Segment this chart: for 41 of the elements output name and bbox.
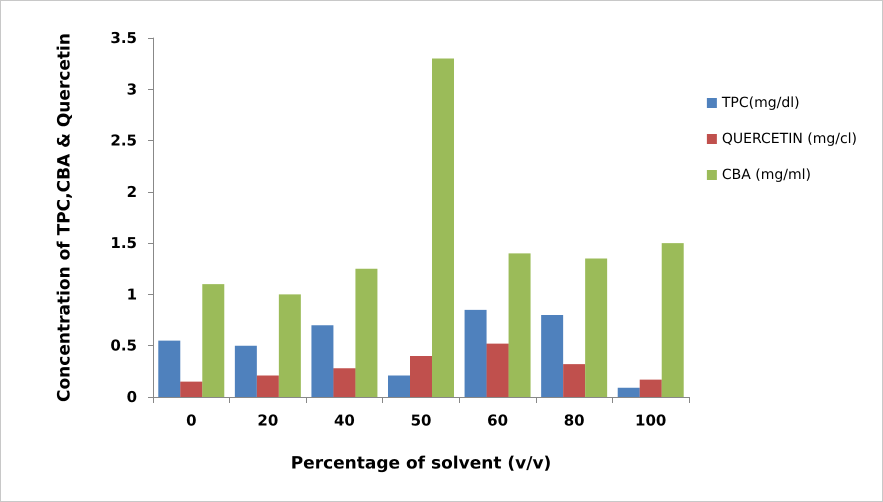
- x-tick-label: 20: [257, 412, 278, 430]
- bar: [640, 380, 662, 397]
- bar: [388, 375, 410, 397]
- bar: [508, 253, 531, 397]
- y-tick-label: 0.5: [110, 336, 137, 355]
- y-tick-label: 1.5: [110, 234, 137, 252]
- bar: [541, 314, 564, 397]
- bar: [585, 258, 608, 397]
- bar: [202, 284, 224, 397]
- bar: [333, 368, 356, 397]
- legend-label: TPC(mg/dl): [720, 95, 800, 111]
- y-axis-title: Concentration of TPC,CBA & Quercetin: [54, 33, 74, 402]
- bar: [432, 58, 454, 397]
- bar: [486, 344, 509, 397]
- bar: [410, 356, 432, 397]
- bar: [662, 243, 684, 397]
- x-tick-label: 50: [410, 412, 432, 430]
- bar: [278, 294, 301, 397]
- bar: [234, 346, 257, 397]
- y-tick-label: 1: [126, 285, 137, 304]
- y-tick-label: 2.5: [110, 132, 137, 150]
- bar: [180, 382, 202, 397]
- x-tick-label: 40: [334, 412, 355, 430]
- y-tick-label: 3.5: [110, 29, 137, 47]
- y-tick-label: 0: [126, 388, 137, 406]
- y-tick-label: 2: [126, 182, 137, 201]
- bar: [256, 375, 279, 397]
- bar: [563, 364, 586, 397]
- y-tick-label: 3: [126, 80, 137, 98]
- bar: [464, 310, 487, 397]
- bar: [311, 325, 334, 397]
- bar: [158, 340, 180, 397]
- bar: [355, 268, 378, 397]
- legend-label: QUERCETIN (mg/cl): [722, 131, 858, 147]
- x-axis-title: Percentage of solvent (v/v): [290, 454, 552, 474]
- x-tick-label: 100: [635, 412, 666, 430]
- bar: [618, 388, 640, 397]
- legend-label: CBA (mg/ml): [722, 167, 811, 183]
- x-tick-label: 0: [186, 412, 197, 430]
- x-tick-label: 80: [564, 412, 585, 430]
- x-tick-label: 60: [487, 412, 508, 430]
